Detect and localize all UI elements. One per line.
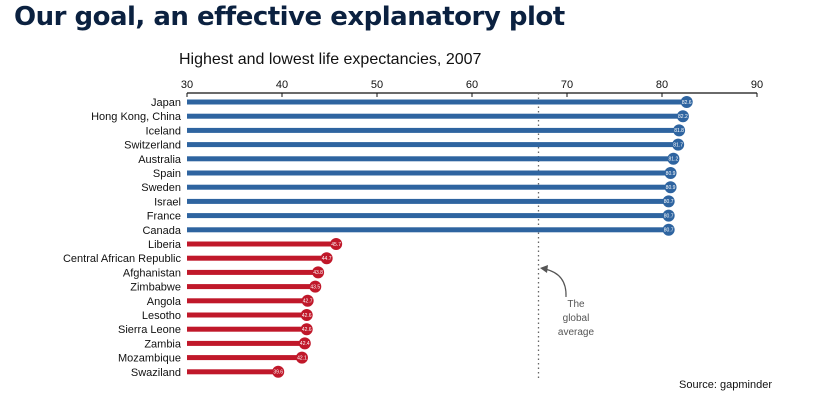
chart-title: Highest and lowest life expectancies, 20… <box>179 51 482 68</box>
x-tick-label: 40 <box>276 79 288 91</box>
bar <box>187 227 669 233</box>
data-label: 43.5 <box>310 284 320 290</box>
bar <box>187 99 687 105</box>
category-label: Sierra Leone <box>118 324 181 336</box>
category-label: Central African Republic <box>63 253 182 265</box>
bar-end-dot <box>309 280 322 293</box>
category-label: Iceland <box>146 125 181 137</box>
category-label: France <box>147 211 181 223</box>
bar <box>187 142 679 148</box>
bar <box>187 269 319 275</box>
bar-end-dot <box>272 365 285 378</box>
bar-end-dot <box>300 323 313 336</box>
data-label: 42.4 <box>300 341 310 347</box>
data-label: 45.7 <box>331 242 341 248</box>
annotation-arrow <box>544 268 567 298</box>
bar-end-dot <box>312 266 325 279</box>
bar-end-dot <box>295 351 308 364</box>
data-label: 42.6 <box>302 313 312 319</box>
category-label: Mozambique <box>118 353 181 365</box>
x-tick-label: 90 <box>751 79 763 91</box>
category-label: Israel <box>154 196 181 208</box>
category-label: Zambia <box>144 338 182 350</box>
bar-end-dot <box>301 294 314 307</box>
annotation-text: average <box>558 327 595 338</box>
bar-end-dot <box>330 238 343 250</box>
x-tick-label: 70 <box>561 79 573 91</box>
data-label: 81.2 <box>669 157 679 163</box>
bar <box>187 127 680 133</box>
bar-end-dot <box>300 309 313 321</box>
bar <box>187 284 316 290</box>
bar <box>187 326 307 332</box>
category-label: Angola <box>147 296 182 308</box>
bar <box>187 198 669 204</box>
x-tick-label: 60 <box>466 79 478 91</box>
category-label: Japan <box>151 97 181 109</box>
data-label: 80.7 <box>664 213 674 219</box>
data-label: 44.7 <box>322 256 332 262</box>
bar-end-dot <box>673 124 686 137</box>
bar <box>187 156 674 162</box>
category-label: Zimbabwe <box>130 282 181 294</box>
data-label: 80.9 <box>666 171 676 177</box>
annotation-text: The <box>567 299 585 310</box>
bar <box>187 340 305 346</box>
bar-end-dot <box>667 152 680 165</box>
annotation-text: global <box>563 313 590 324</box>
data-label: 42.6 <box>302 327 312 333</box>
bar <box>187 298 308 304</box>
bar-end-dot <box>676 110 689 123</box>
category-label: Spain <box>153 168 181 180</box>
annotation-arrowhead <box>540 265 548 273</box>
bar-end-dot <box>680 96 693 108</box>
bar <box>187 184 671 190</box>
bar-end-dot <box>662 223 675 236</box>
source-note: Source: gapminder <box>679 379 772 391</box>
x-tick-label: 50 <box>371 79 383 91</box>
data-label: 81.7 <box>673 142 683 148</box>
bar-end-dot <box>672 138 685 151</box>
category-label: Afghanistan <box>123 267 181 279</box>
x-tick-label: 80 <box>656 79 668 91</box>
data-label: 82.2 <box>678 114 688 120</box>
bar-end-dot <box>662 195 675 208</box>
bar <box>187 170 671 176</box>
category-label: Hong Kong, China <box>91 111 182 123</box>
bar <box>187 113 683 119</box>
category-label: Australia <box>138 154 182 166</box>
category-label: Sweden <box>141 182 181 194</box>
data-label: 39.6 <box>273 370 283 376</box>
x-tick-label: 30 <box>181 79 193 91</box>
bar <box>187 213 669 219</box>
data-label: 43.8 <box>313 270 323 276</box>
slide-title: Our goal, an effective explanatory plot <box>14 2 565 32</box>
bar-end-dot <box>662 209 675 222</box>
category-label: Liberia <box>148 239 182 251</box>
category-label: Lesotho <box>142 310 181 322</box>
data-label: 42.1 <box>297 355 307 361</box>
bar-end-dot <box>298 337 311 350</box>
category-label: Switzerland <box>124 140 181 152</box>
bar <box>187 255 327 261</box>
bar-end-dot <box>320 252 333 265</box>
bar <box>187 355 302 361</box>
bar <box>187 369 279 375</box>
bar-end-dot <box>664 181 677 194</box>
data-label: 80.9 <box>666 185 676 191</box>
data-label: 82.6 <box>682 100 692 106</box>
data-label: 80.7 <box>664 228 674 234</box>
data-label: 81.8 <box>674 128 684 134</box>
bar-end-dot <box>664 167 677 179</box>
data-label: 80.7 <box>664 199 674 205</box>
category-label: Swaziland <box>131 367 181 379</box>
bar <box>187 312 307 318</box>
bar <box>187 241 337 247</box>
category-label: Canada <box>142 225 181 237</box>
data-label: 42.7 <box>303 299 313 305</box>
